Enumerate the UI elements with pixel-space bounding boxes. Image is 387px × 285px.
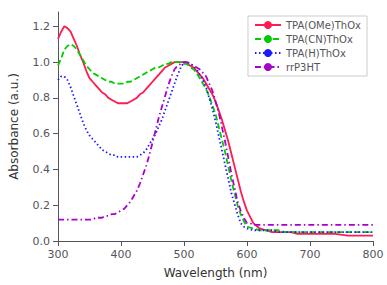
svg-text:TPA(H)ThOx: TPA(H)ThOx [285, 48, 346, 59]
svg-text:300: 300 [48, 248, 69, 261]
svg-text:400: 400 [111, 248, 132, 261]
svg-text:0.2: 0.2 [33, 199, 51, 212]
svg-text:500: 500 [174, 248, 195, 261]
svg-text:0.4: 0.4 [33, 163, 51, 176]
svg-text:800: 800 [363, 248, 384, 261]
svg-text:700: 700 [300, 248, 321, 261]
svg-text:TPA(CN)ThOx: TPA(CN)ThOx [285, 34, 353, 45]
svg-text:0.0: 0.0 [33, 235, 51, 248]
svg-text:1.0: 1.0 [33, 56, 51, 69]
svg-text:TPA(OMe)ThOx: TPA(OMe)ThOx [285, 20, 361, 31]
svg-text:Wavelength (nm): Wavelength (nm) [164, 266, 268, 280]
svg-text:1.2: 1.2 [33, 20, 51, 33]
svg-text:600: 600 [237, 248, 258, 261]
svg-text:0.6: 0.6 [33, 127, 51, 140]
svg-text:0.8: 0.8 [33, 91, 51, 104]
svg-text:rrP3HT: rrP3HT [286, 62, 321, 73]
svg-text:Absorbance (a.u.): Absorbance (a.u.) [7, 73, 21, 180]
